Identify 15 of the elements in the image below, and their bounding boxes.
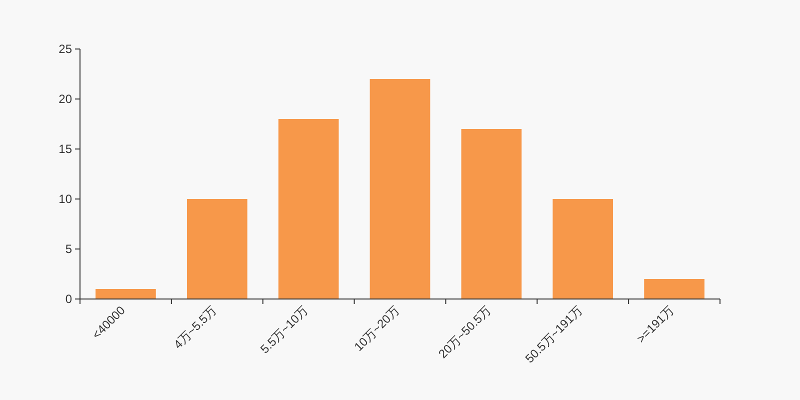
- y-tick-label: 5: [65, 242, 72, 256]
- y-tick-label: 15: [58, 142, 72, 156]
- bar: [278, 119, 339, 299]
- bar: [644, 279, 704, 299]
- x-tick-label: 10万~20万: [351, 303, 402, 354]
- bar: [552, 199, 614, 299]
- bar: [461, 129, 522, 299]
- bar: [96, 289, 156, 299]
- y-tick-label: 0: [65, 292, 72, 306]
- bar: [370, 79, 430, 299]
- x-tick-label: 5.5万~10万: [258, 303, 311, 356]
- bar: [186, 199, 248, 299]
- y-tick-label: 20: [58, 92, 72, 106]
- y-tick-label: 10: [58, 192, 72, 206]
- y-tick-label: 25: [58, 42, 72, 56]
